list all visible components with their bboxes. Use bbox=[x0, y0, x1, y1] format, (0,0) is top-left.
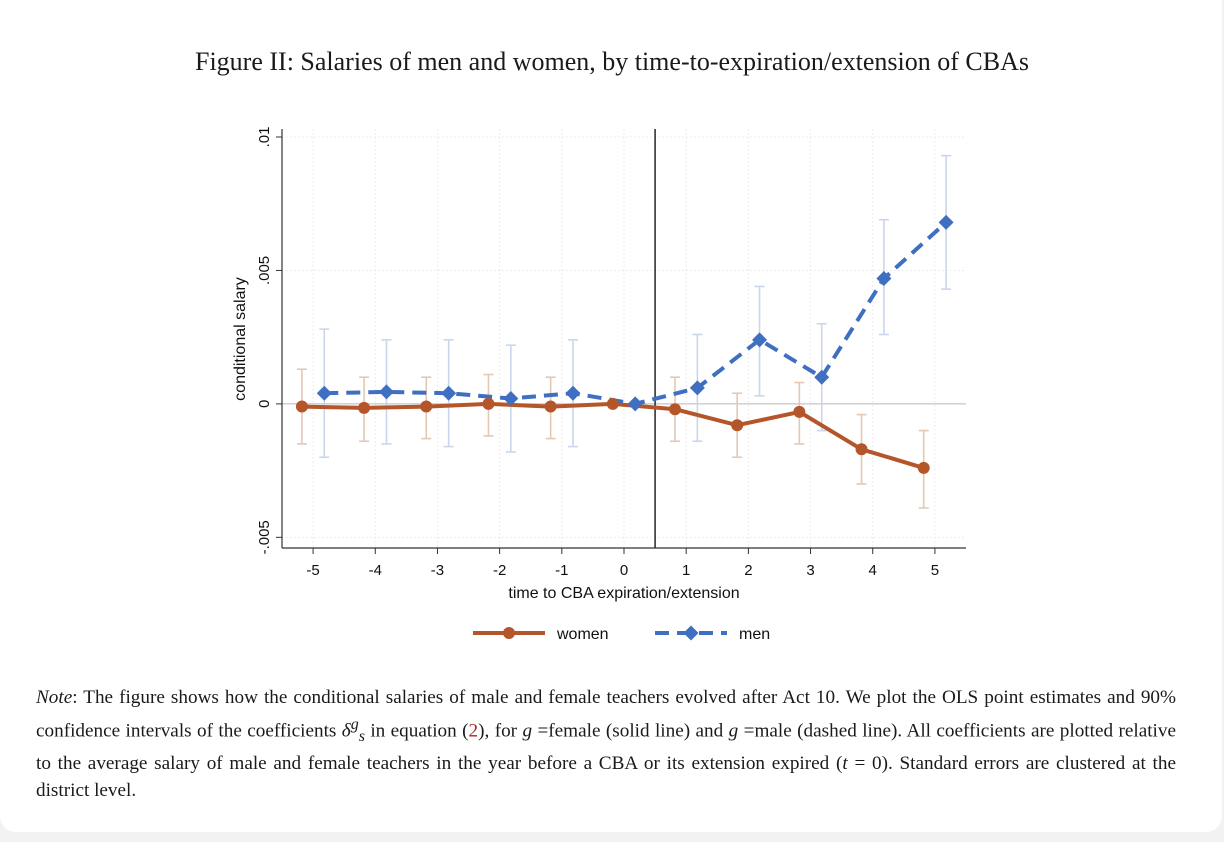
men-point bbox=[752, 332, 768, 348]
figure-title: Figure II: Salaries of men and women, by… bbox=[195, 47, 1029, 76]
men-legend-marker bbox=[683, 625, 699, 641]
tick-labels: -5 -4 -3 -2 -1 0 1 2 3 4 5 .01 .005 0 -.005 bbox=[256, 127, 939, 579]
equation-reference-link[interactable]: 2 bbox=[468, 720, 479, 742]
x-tick-label: -2 bbox=[493, 562, 506, 579]
y-tick-label: .005 bbox=[256, 256, 273, 285]
note-label: Note bbox=[36, 687, 73, 708]
g-symbol-female: g bbox=[522, 720, 533, 742]
women-point bbox=[917, 461, 930, 474]
men-point bbox=[441, 385, 457, 401]
men-point bbox=[938, 214, 954, 230]
women-point bbox=[544, 400, 557, 413]
coefficient-subscript: s bbox=[358, 728, 365, 746]
men-point bbox=[814, 369, 830, 385]
men-point bbox=[627, 396, 643, 412]
x-tick-label: 5 bbox=[931, 562, 939, 579]
women-point bbox=[482, 397, 495, 410]
men-point bbox=[876, 270, 892, 286]
x-tick-label: 1 bbox=[682, 562, 690, 579]
men-point bbox=[378, 384, 394, 400]
women-point bbox=[420, 400, 433, 413]
men-point bbox=[503, 391, 519, 407]
men-series-line bbox=[324, 220, 948, 406]
g-symbol-male: g bbox=[728, 720, 739, 742]
x-tick-label: -4 bbox=[369, 562, 382, 579]
x-tick-label: 4 bbox=[869, 562, 877, 579]
women-point bbox=[358, 401, 371, 414]
women-point bbox=[731, 419, 744, 432]
women-point bbox=[606, 397, 619, 410]
women-legend-marker bbox=[503, 627, 515, 639]
x-tick-label: -1 bbox=[555, 562, 568, 579]
legend: women men bbox=[473, 625, 770, 643]
t-symbol: t bbox=[842, 753, 848, 775]
figure-note: Note: The figure shows how the condition… bbox=[36, 684, 1176, 804]
coefficient-symbol: δ bbox=[341, 720, 351, 742]
note-text-1: : The figure shows how the conditional s… bbox=[36, 687, 1176, 742]
note-text-3: ), for bbox=[478, 720, 523, 742]
series-markers bbox=[295, 214, 954, 474]
women-point bbox=[668, 403, 681, 416]
note-text-6: = 0). Standard errors are clustered at t… bbox=[36, 753, 1176, 802]
y-tick-label: .01 bbox=[256, 127, 273, 148]
men-point bbox=[316, 385, 332, 401]
women-point bbox=[855, 443, 868, 456]
x-tick-label: 3 bbox=[806, 562, 814, 579]
note-text-4: =female (solid line) and bbox=[532, 720, 729, 742]
y-tick-label: -.005 bbox=[256, 520, 273, 554]
women-point bbox=[793, 405, 806, 418]
coefficient-superscript: g bbox=[350, 716, 359, 733]
women-legend-label: women bbox=[556, 626, 609, 643]
men-point bbox=[689, 380, 705, 396]
women-series-line bbox=[301, 401, 925, 470]
note-text-2: in equation ( bbox=[364, 720, 469, 742]
grid bbox=[282, 129, 966, 548]
confidence-intervals bbox=[296, 154, 952, 509]
axes bbox=[276, 129, 966, 554]
men-legend-label: men bbox=[739, 626, 770, 643]
men-point bbox=[565, 385, 581, 401]
y-tick-label: 0 bbox=[256, 400, 273, 408]
x-tick-label: 2 bbox=[744, 562, 752, 579]
note-text-5: =male (dashed line). All coefficients ar… bbox=[36, 720, 1176, 775]
x-tick-label: -5 bbox=[306, 562, 319, 579]
x-tick-label: -3 bbox=[431, 562, 444, 579]
x-axis-label: time to CBA expiration/extension bbox=[508, 585, 739, 602]
x-tick-label: 0 bbox=[620, 562, 628, 579]
women-point bbox=[295, 400, 308, 413]
y-axis-label: conditional salary bbox=[232, 277, 249, 401]
